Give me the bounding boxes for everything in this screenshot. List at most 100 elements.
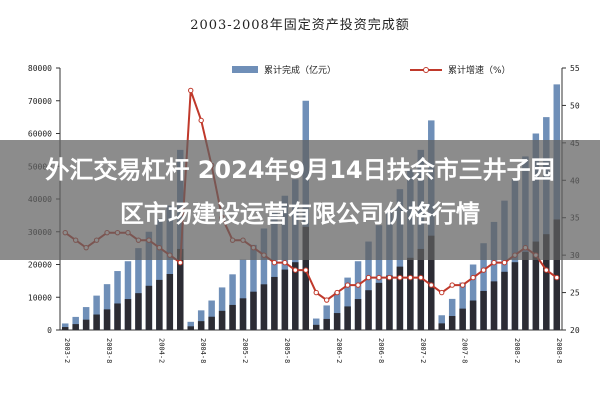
growth-rate-point bbox=[282, 259, 288, 266]
bar-shade bbox=[354, 299, 362, 330]
bar bbox=[187, 321, 194, 330]
growth-rate-point bbox=[334, 289, 340, 296]
growth-rate-point bbox=[386, 274, 393, 281]
bar bbox=[323, 305, 330, 330]
growth-rate-point bbox=[418, 274, 424, 281]
bar bbox=[124, 261, 132, 330]
y-left-tick-label: 10000 bbox=[28, 293, 52, 302]
bar-shade bbox=[145, 285, 153, 330]
bar bbox=[438, 315, 445, 330]
bar bbox=[250, 244, 257, 330]
bar-shade bbox=[522, 251, 529, 330]
bar-shade bbox=[302, 226, 310, 330]
bar-shade bbox=[365, 290, 372, 330]
growth-rate-point bbox=[459, 282, 466, 288]
bar bbox=[312, 318, 320, 330]
bar bbox=[208, 300, 215, 330]
bar-shade bbox=[490, 281, 498, 330]
growth-rate-point bbox=[480, 267, 487, 273]
bar-shade bbox=[61, 327, 69, 330]
bar bbox=[365, 241, 372, 330]
growth-rate-point bbox=[365, 274, 372, 281]
bar-shade bbox=[532, 241, 540, 330]
x-tick-label: 2007-2 bbox=[419, 338, 427, 363]
bar-shade bbox=[72, 324, 79, 330]
growth-rate-point bbox=[554, 274, 560, 281]
bar-shade bbox=[407, 257, 414, 330]
bar-shade bbox=[260, 284, 268, 330]
growth-rate-point bbox=[313, 289, 319, 296]
bar bbox=[239, 259, 247, 330]
growth-rate-point bbox=[397, 274, 403, 281]
y-left-tick-label: 0 bbox=[47, 326, 52, 335]
x-tick-label: 2003-8 bbox=[105, 338, 113, 363]
bar-shade bbox=[239, 298, 247, 330]
bar bbox=[386, 208, 393, 330]
bar-shade bbox=[177, 248, 184, 330]
x-tick-label: 2008-2 bbox=[513, 338, 521, 363]
growth-rate-point bbox=[198, 117, 204, 124]
bar-shade bbox=[103, 309, 111, 330]
legend-line-label: 累计增速（%） bbox=[448, 64, 511, 76]
bar-shade bbox=[271, 276, 278, 330]
y-left-tick-label: 60000 bbox=[28, 130, 52, 139]
bar bbox=[480, 243, 487, 330]
article-overlay-band bbox=[0, 140, 600, 260]
growth-rate-point bbox=[491, 259, 497, 266]
growth-rate-point bbox=[177, 259, 183, 266]
bar bbox=[229, 274, 236, 330]
growth-rate-point bbox=[501, 259, 508, 266]
bar-shade bbox=[438, 323, 445, 330]
bar-shade bbox=[344, 306, 351, 330]
x-tick-label: 2006-8 bbox=[377, 338, 385, 363]
bar-shade bbox=[312, 324, 320, 330]
article-title-line-2: 区市场建设运营有限公司价格行情 bbox=[120, 200, 480, 228]
bar bbox=[271, 212, 278, 330]
bar-shade bbox=[250, 291, 257, 330]
x-tick-label: 2003-2 bbox=[63, 338, 71, 363]
x-tick-label: 2007-8 bbox=[461, 338, 469, 363]
growth-rate-point bbox=[470, 274, 476, 281]
bar bbox=[135, 248, 142, 330]
growth-rate-point bbox=[543, 267, 550, 273]
bar bbox=[114, 271, 121, 330]
x-tick-label: 2008-8 bbox=[555, 338, 563, 363]
growth-rate-point bbox=[292, 267, 299, 273]
legend-line-marker bbox=[423, 67, 429, 73]
bar-shade bbox=[187, 326, 194, 330]
x-tick-label: 2005-2 bbox=[241, 338, 249, 363]
growth-rate-point bbox=[407, 274, 414, 281]
bar bbox=[61, 323, 69, 330]
bar-shade bbox=[197, 321, 205, 330]
bar bbox=[103, 284, 111, 330]
legend-bar-swatch bbox=[232, 66, 258, 73]
bar-shade bbox=[218, 310, 226, 330]
x-tick-label: 2005-8 bbox=[283, 338, 291, 363]
bar-shade bbox=[114, 303, 121, 330]
bar-shade bbox=[281, 269, 289, 330]
x-tick-label: 2004-8 bbox=[199, 338, 207, 363]
bar-shade bbox=[417, 248, 425, 330]
bar-shade bbox=[82, 319, 90, 330]
bar bbox=[448, 298, 456, 330]
bar bbox=[459, 282, 466, 330]
bar-shade bbox=[375, 282, 383, 330]
bar-shade bbox=[323, 318, 330, 330]
bar-shade bbox=[292, 262, 299, 330]
bar-shade bbox=[511, 262, 519, 330]
bar bbox=[197, 310, 205, 330]
bar bbox=[469, 264, 477, 330]
growth-rate-point bbox=[355, 282, 361, 288]
bar-shade bbox=[459, 308, 466, 330]
bar bbox=[344, 277, 351, 330]
bar-shade bbox=[208, 316, 215, 330]
growth-rate-point bbox=[271, 259, 278, 266]
bar-shade bbox=[543, 234, 550, 330]
bar-shade bbox=[396, 266, 404, 330]
article-title-overlay: 外汇交易杠杆 2024年9月14日扶余市三井子园 区市场建设运营有限公司价格行情 bbox=[0, 148, 600, 236]
bar-shade bbox=[124, 299, 132, 330]
bar-shade bbox=[480, 290, 487, 330]
bar bbox=[218, 287, 226, 330]
growth-rate-point bbox=[303, 267, 309, 273]
